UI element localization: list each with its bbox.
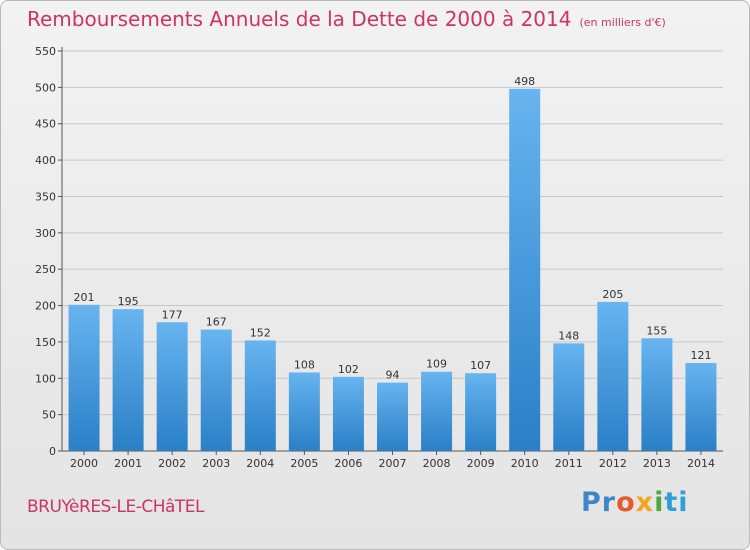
bar-value-label: 102 bbox=[338, 363, 359, 376]
y-tick-label: 200 bbox=[35, 300, 56, 313]
chart-title-text: Remboursements Annuels de la Dette de 20… bbox=[27, 7, 572, 31]
y-tick-label: 450 bbox=[35, 118, 56, 131]
bar-value-label: 195 bbox=[118, 295, 139, 308]
y-tick-label: 100 bbox=[35, 372, 56, 385]
bar bbox=[465, 373, 497, 451]
x-tick-label: 2008 bbox=[423, 457, 451, 470]
bar bbox=[68, 304, 100, 451]
y-tick-label: 350 bbox=[35, 190, 56, 203]
x-tick-label: 2012 bbox=[599, 457, 627, 470]
x-tick-label: 2011 bbox=[555, 457, 583, 470]
x-tick-label: 2003 bbox=[202, 457, 230, 470]
bars: 201 195 177 167 152 108 102 94 109 107 498 148 205 15… bbox=[68, 75, 717, 452]
bar-value-label: 108 bbox=[294, 358, 315, 371]
x-tick-label: 2013 bbox=[643, 457, 671, 470]
bar bbox=[112, 309, 144, 451]
bar-value-label: 177 bbox=[162, 308, 183, 321]
y-tick-label: 0 bbox=[49, 445, 56, 458]
y-axis-ticks: 0 50 100 150 200 250 300 350 400 450 500 550 bbox=[35, 45, 62, 458]
y-tick-label: 250 bbox=[35, 263, 56, 276]
bar bbox=[421, 371, 453, 451]
y-tick-label: 300 bbox=[35, 227, 56, 240]
x-tick-label: 2009 bbox=[467, 457, 495, 470]
bar-value-label: 205 bbox=[602, 288, 623, 301]
x-tick-label: 2002 bbox=[158, 457, 186, 470]
bar-value-label: 107 bbox=[470, 359, 491, 372]
bar bbox=[288, 372, 320, 451]
bar-value-label: 94 bbox=[386, 369, 400, 382]
bar bbox=[244, 340, 276, 451]
bar-value-label: 498 bbox=[514, 75, 535, 88]
x-tick-label: 2004 bbox=[246, 457, 274, 470]
bar bbox=[200, 329, 232, 451]
x-tick-label: 2014 bbox=[687, 457, 715, 470]
x-tick-label: 2005 bbox=[290, 457, 318, 470]
x-tick-label: 2010 bbox=[511, 457, 539, 470]
y-tick-label: 400 bbox=[35, 154, 56, 167]
bar-value-label: 109 bbox=[426, 358, 447, 371]
x-tick-label: 2001 bbox=[114, 457, 142, 470]
bar-value-label: 152 bbox=[250, 326, 271, 339]
bar bbox=[597, 301, 629, 451]
bar-value-label: 148 bbox=[558, 329, 579, 342]
bar bbox=[641, 338, 673, 451]
bar bbox=[377, 382, 408, 451]
x-tick-label: 2007 bbox=[379, 457, 407, 470]
y-tick-label: 150 bbox=[35, 336, 56, 349]
bar bbox=[332, 376, 364, 451]
x-tick-label: 2006 bbox=[334, 457, 362, 470]
bar bbox=[553, 343, 585, 451]
city-name: BRUYèRES-LE-CHâTEL bbox=[27, 497, 205, 517]
bar-value-label: 167 bbox=[206, 316, 227, 329]
bar-value-label: 201 bbox=[74, 291, 95, 304]
bar bbox=[509, 88, 541, 452]
x-axis-ticks: 2000 2001 2002 2003 2004 2005 2006 2007 2008 2009… bbox=[70, 451, 715, 470]
y-tick-label: 500 bbox=[35, 81, 56, 94]
y-tick-label: 550 bbox=[35, 45, 56, 58]
bar bbox=[685, 363, 717, 451]
bar-value-label: 155 bbox=[646, 324, 667, 337]
proxiti-logo[interactable]: Proxiti bbox=[581, 487, 689, 518]
y-tick-label: 50 bbox=[42, 409, 56, 422]
chart-title: Remboursements Annuels de la Dette de 20… bbox=[27, 7, 666, 31]
bar bbox=[156, 322, 188, 451]
chart-subtitle: (en milliers d'€) bbox=[579, 16, 666, 29]
x-tick-label: 2000 bbox=[70, 457, 98, 470]
bar-value-label: 121 bbox=[690, 349, 711, 362]
